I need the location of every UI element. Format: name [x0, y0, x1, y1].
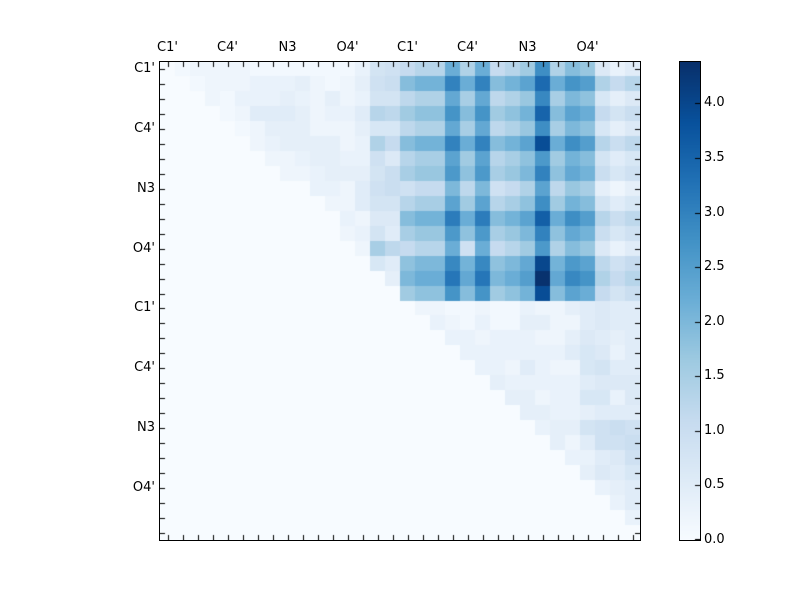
y-tick-label: O4' — [132, 480, 155, 495]
x-tick-label: O4' — [576, 40, 599, 55]
colorbar-tick-label: 4.0 — [704, 95, 725, 110]
y-tick-label: N3 — [137, 420, 155, 435]
colorbar-tick-label: 3.5 — [704, 150, 725, 165]
colorbar-tick-label: 0.0 — [704, 532, 725, 547]
colorbar-tick-label: 3.0 — [704, 205, 725, 220]
colorbar-tick-label: 1.5 — [704, 368, 725, 383]
colorbar-tick-label: 0.5 — [704, 477, 725, 492]
heatmap-axes — [159, 61, 641, 541]
colorbar-gradient-canvas — [680, 62, 700, 540]
y-tick-label: C1' — [134, 61, 155, 76]
y-tick-label: C1' — [134, 300, 155, 315]
x-tick-label: C1' — [157, 40, 178, 55]
y-tick-label: O4' — [132, 241, 155, 256]
colorbar-tick-label: 2.5 — [704, 259, 725, 274]
x-tick-label: C4' — [457, 40, 478, 55]
y-tick-label: N3 — [137, 181, 155, 196]
x-tick-label: C4' — [217, 40, 238, 55]
x-tick-label: N3 — [278, 40, 297, 55]
x-tick-label: O4' — [336, 40, 359, 55]
colorbar-tick-label: 2.0 — [704, 314, 725, 329]
x-tick-label: N3 — [518, 40, 537, 55]
y-tick-label: C4' — [134, 121, 155, 136]
colorbar — [679, 61, 701, 541]
x-tick-label: C1' — [397, 40, 418, 55]
y-tick-label: C4' — [134, 360, 155, 375]
colorbar-tick-label: 1.0 — [704, 423, 725, 438]
heatmap-grid-canvas — [160, 62, 640, 540]
